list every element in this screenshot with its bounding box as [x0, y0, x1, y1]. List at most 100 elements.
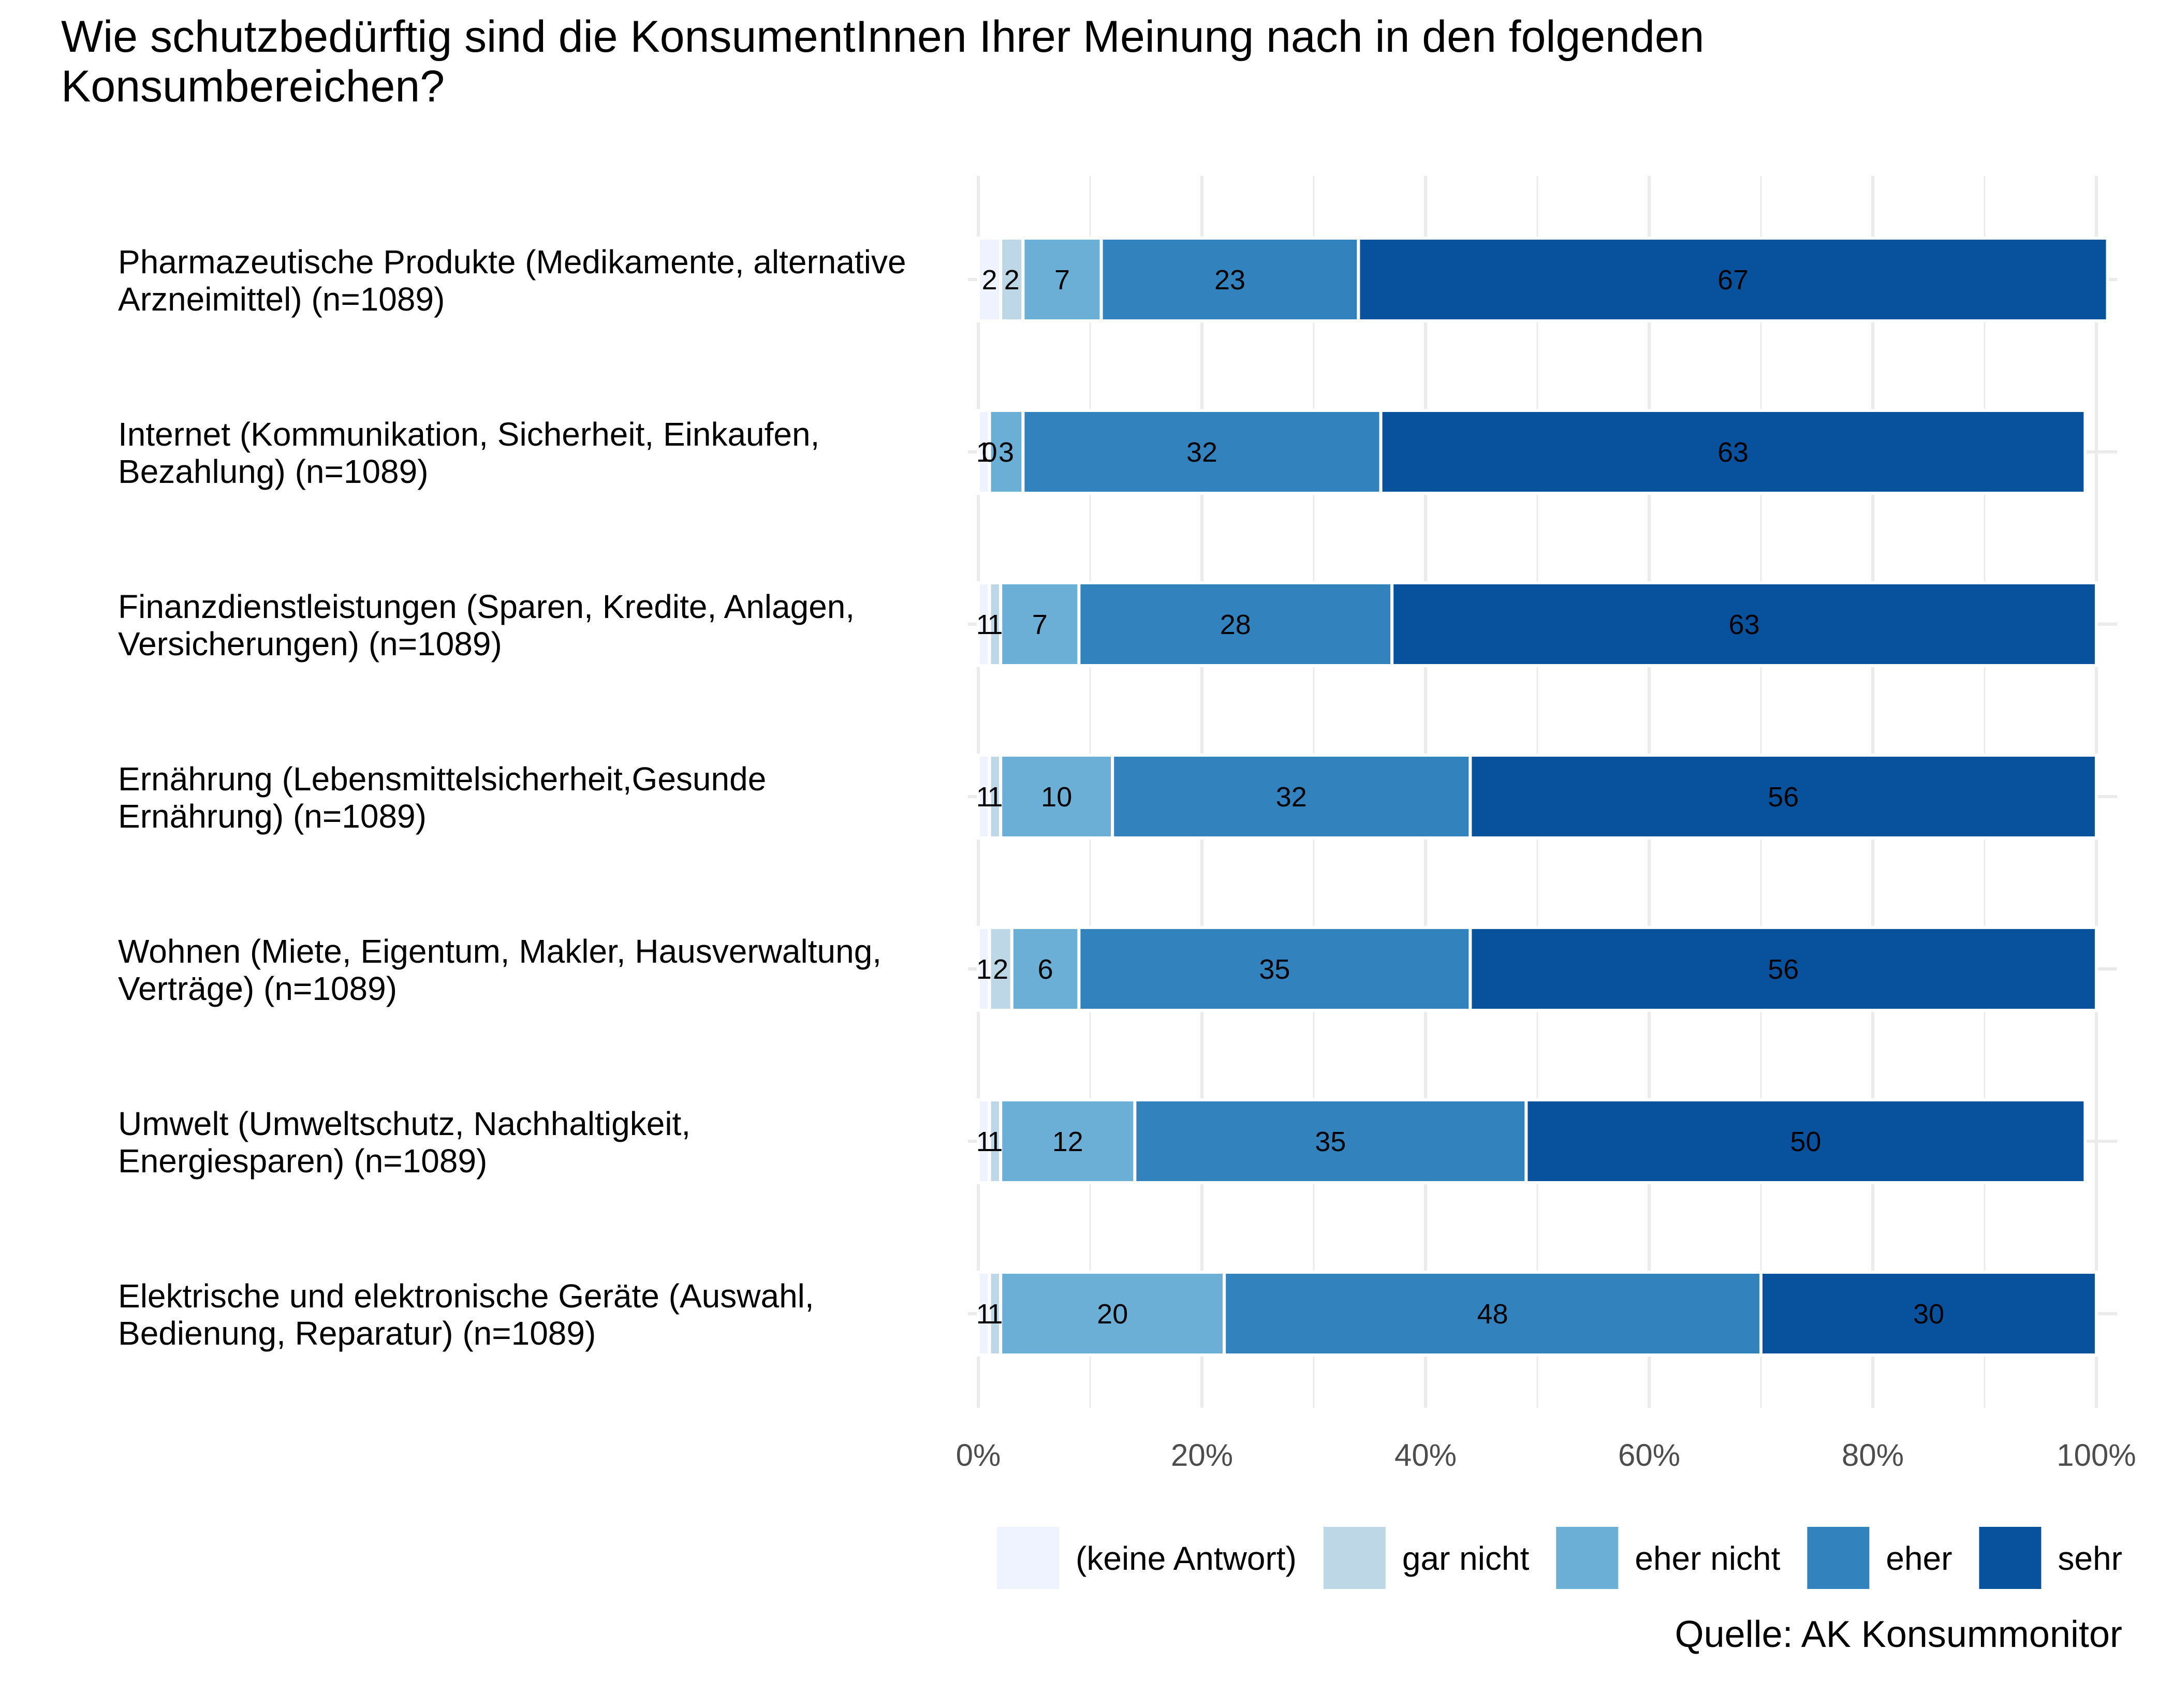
bar-segment	[1077, 581, 1394, 667]
category-label: Pharmazeutische Produkte (Medikamente, a…	[118, 243, 906, 318]
x-tick-label: 0%	[956, 1438, 1001, 1473]
legend-swatch	[1979, 1527, 2041, 1589]
data-label: 63	[1729, 609, 1760, 640]
x-tick-label: 60%	[1618, 1438, 1680, 1473]
bar-segments	[977, 237, 2109, 1357]
category-label-line: Energiesparen) (n=1089)	[118, 1142, 487, 1180]
bar-segment	[988, 409, 1025, 495]
category-label-line: Versicherungen) (n=1089)	[118, 625, 502, 662]
category-label-line: Bedienung, Reparatur) (n=1089)	[118, 1315, 596, 1352]
x-tick-label: 80%	[1842, 1438, 1904, 1473]
data-label: 1	[987, 782, 1003, 813]
bar-segment	[999, 1271, 1226, 1357]
legend-label: eher	[1886, 1540, 1952, 1577]
category-label-line: Finanzdienstleistungen (Sparen, Kredite,…	[118, 588, 855, 625]
bar-segment	[1111, 754, 1472, 840]
source-caption: Quelle: AK Konsummonitor	[1675, 1614, 2122, 1655]
legend-label: gar nicht	[1402, 1540, 1530, 1577]
legend: (keine Antwort) gar nicht eher nicht eher se…	[997, 1527, 2122, 1589]
legend-swatch	[1323, 1527, 1386, 1589]
data-label: 12	[1052, 1126, 1083, 1157]
bar-segment	[1379, 409, 2087, 495]
category-label-line: Wohnen (Miete, Eigentum, Makler, Hausver…	[118, 933, 882, 970]
category-label-line: Umwelt (Umweltschutz, Nachhaltigkeit,	[118, 1105, 691, 1142]
category-label: Ernährung (Lebensmittelsicherheit,Gesund…	[118, 760, 766, 835]
data-label: 6	[1038, 954, 1053, 985]
data-label: 48	[1477, 1299, 1508, 1330]
bar-segment	[1390, 581, 2098, 667]
data-label: 7	[1054, 264, 1070, 296]
legend-swatch	[997, 1527, 1060, 1589]
chart-title-line-2: Konsumbereichen?	[61, 62, 445, 111]
data-label: 10	[1041, 782, 1072, 813]
category-label: Wohnen (Miete, Eigentum, Makler, Hausver…	[118, 933, 882, 1007]
bar-segment	[1524, 1098, 2087, 1184]
data-label: 67	[1717, 264, 1749, 296]
data-label: 1	[976, 1126, 992, 1157]
chart-title: Wie schutzbedürftig sind die KonsumentIn…	[61, 12, 1704, 111]
legend-label: sehr	[2058, 1540, 2123, 1577]
bar-segment	[1357, 237, 2109, 322]
x-tick-label: 40%	[1394, 1438, 1457, 1473]
data-label: 2	[1004, 264, 1020, 296]
data-label: 1	[987, 1126, 1003, 1157]
data-label: 50	[1790, 1126, 1821, 1157]
chart-title-line-1: Wie schutzbedürftig sind die KonsumentIn…	[61, 12, 1704, 62]
data-label: 32	[1276, 782, 1307, 813]
legend-label: (keine Antwort)	[1076, 1540, 1297, 1577]
category-label: Internet (Kommunikation, Sicherheit, Ein…	[118, 416, 819, 490]
data-label: 1	[976, 609, 992, 640]
data-label: 0	[982, 437, 997, 468]
category-label: Umwelt (Umweltschutz, Nachhaltigkeit, Ene…	[118, 1105, 691, 1180]
x-tick-label: 20%	[1171, 1438, 1233, 1473]
data-label: 20	[1097, 1299, 1128, 1330]
category-label-line: Pharmazeutische Produkte (Medikamente, a…	[118, 243, 906, 281]
bar-segment	[1133, 1098, 1528, 1184]
category-label: Finanzdienstleistungen (Sparen, Kredite,…	[118, 588, 855, 662]
data-label: 56	[1768, 954, 1799, 985]
bar-segment	[1021, 409, 1383, 495]
data-label: 1	[987, 1299, 1003, 1330]
legend-swatch	[1556, 1527, 1619, 1589]
data-label: 2	[993, 954, 1008, 985]
category-label-line: Verträge) (n=1089)	[118, 970, 397, 1007]
data-label: 1	[987, 609, 1003, 640]
category-label-line: Arzneimittel) (n=1089)	[118, 281, 445, 318]
data-label: 1	[976, 782, 992, 813]
bar-segment	[1099, 237, 1360, 322]
data-label: 1	[976, 954, 992, 985]
data-label: 7	[1032, 609, 1048, 640]
data-label: 28	[1220, 609, 1251, 640]
bar-segment	[1010, 926, 1081, 1012]
bar-segment	[999, 1098, 1137, 1184]
bar-segment	[999, 754, 1114, 840]
x-axis-ticks: 0% 20% 40% 60% 80% 100%	[956, 1438, 2136, 1473]
category-label-line: Ernährung) (n=1089)	[118, 798, 427, 835]
bar-segment	[1468, 926, 2098, 1012]
category-label-line: Bezahlung) (n=1089)	[118, 453, 429, 490]
data-label: 2	[982, 264, 997, 296]
data-label: 30	[1913, 1299, 1944, 1330]
data-label: 63	[1717, 437, 1749, 468]
bar-segment	[988, 926, 1013, 1012]
data-label: 35	[1315, 1126, 1346, 1157]
x-tick-label: 100%	[2057, 1438, 2136, 1473]
category-label-line: Elektrische und elektronische Geräte (Au…	[118, 1277, 814, 1315]
category-label: Elektrische und elektronische Geräte (Au…	[118, 1277, 814, 1352]
category-label-line: Ernährung (Lebensmittelsicherheit,Gesund…	[118, 760, 766, 798]
data-label: 3	[998, 437, 1014, 468]
data-label: 35	[1259, 954, 1290, 985]
data-label: 1	[976, 437, 992, 468]
legend-label: eher nicht	[1635, 1540, 1780, 1577]
data-label: 56	[1768, 782, 1799, 813]
bar-segment	[1759, 1271, 2098, 1357]
data-label: 32	[1186, 437, 1217, 468]
bar-segment	[1021, 237, 1103, 322]
category-label-line: Internet (Kommunikation, Sicherheit, Ein…	[118, 416, 819, 453]
data-label: 1	[976, 1299, 992, 1330]
bar-segment	[1468, 754, 2098, 840]
category-labels: Pharmazeutische Produkte (Medikamente, a…	[118, 243, 906, 1352]
legend-swatch	[1807, 1527, 1870, 1589]
